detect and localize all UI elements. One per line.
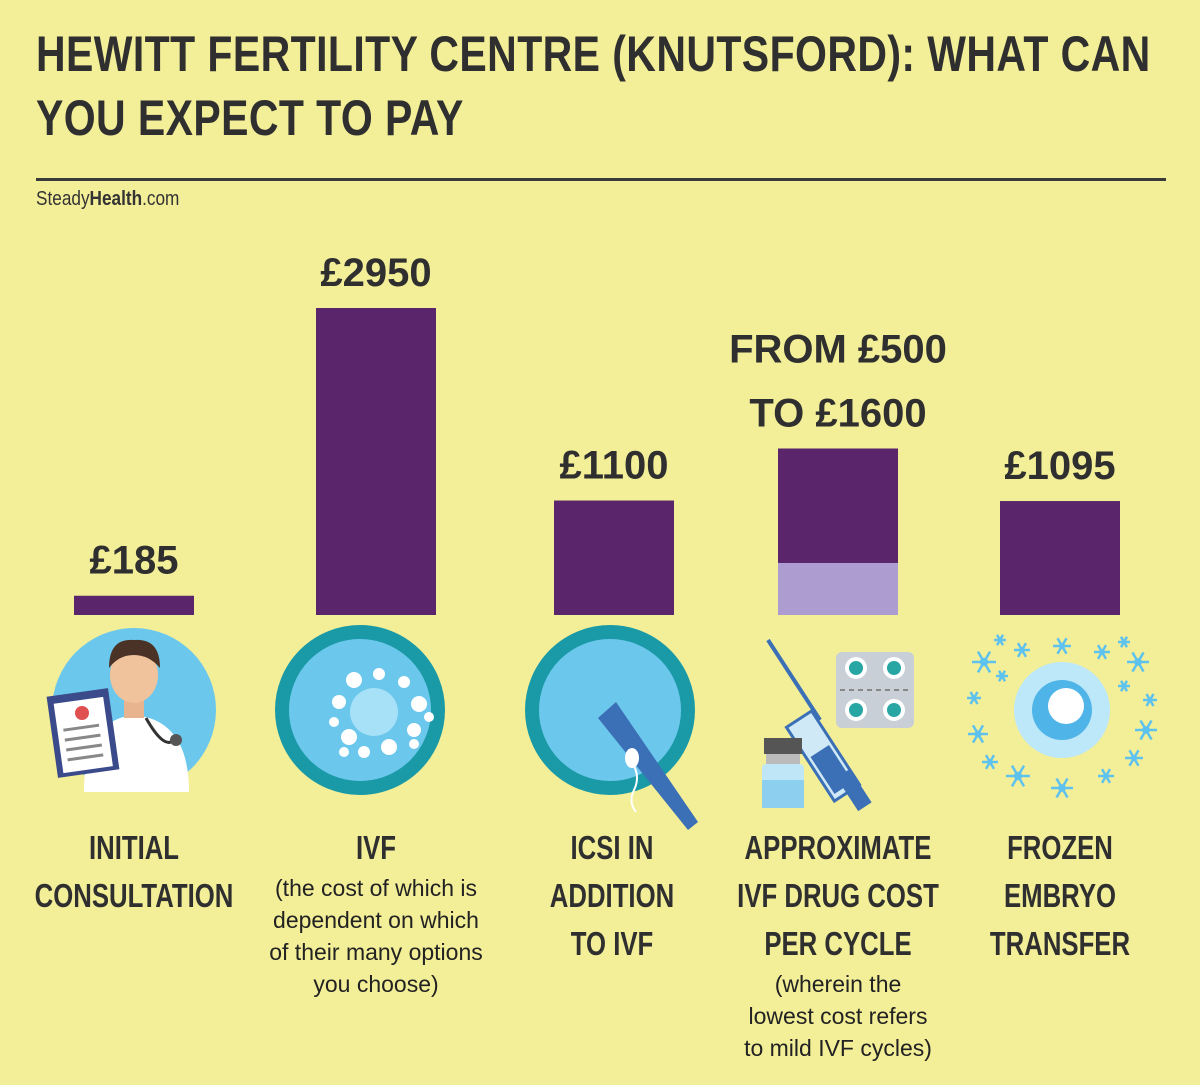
category-name: ICSI IN ADDITION TO IVF	[549, 829, 675, 962]
category-label-3: ICSI IN ADDITION TO IVF	[477, 824, 747, 968]
brand-suffix: .com	[142, 188, 180, 210]
doctor-icon	[46, 628, 216, 792]
value-label-3: £1100	[559, 444, 668, 488]
category-name: APPROXIMATE IVF DRUG COST PER CYCLE	[737, 829, 939, 962]
icsi-injection-icon	[525, 625, 698, 830]
title-divider	[36, 178, 1166, 181]
frozen-embryo-icon	[967, 634, 1157, 799]
bar-3	[554, 500, 674, 615]
chart-title: HEWITT FERTILITY CENTRE (KNUTSFORD): WHA…	[36, 26, 1151, 146]
brand-bold: Health	[89, 188, 143, 210]
brand-logo: SteadyHealth.com	[36, 188, 179, 211]
bar-1	[74, 595, 194, 615]
value-label-1: £185	[90, 539, 179, 583]
category-note: (wherein the lowest cost refers to mild …	[744, 971, 932, 1061]
egg-cell-icon	[275, 625, 445, 795]
bar-range-low-4	[778, 562, 898, 615]
category-name: IVF	[355, 829, 397, 866]
category-label-1: INITIAL CONSULTATION	[0, 824, 269, 920]
value-label-2: £2950	[320, 251, 431, 295]
category-note: (the cost of which is dependent on which…	[269, 875, 483, 997]
bar-2	[316, 308, 436, 615]
value-label-4: FROM £500 TO £1600	[729, 327, 947, 435]
category-label-5: FROZEN EMBRYO TRANSFER	[925, 824, 1195, 968]
category-name: FROZEN EMBRYO TRANSFER	[989, 829, 1131, 962]
value-label-5: £1095	[1004, 444, 1115, 488]
medication-icon	[762, 638, 914, 812]
brand-plain: Steady	[36, 188, 90, 210]
category-name: INITIAL CONSULTATION	[34, 829, 234, 914]
bar-5	[1000, 501, 1120, 615]
category-label-2: IVF (the cost of which is dependent on wh…	[241, 824, 511, 1000]
category-label-4: APPROXIMATE IVF DRUG COST PER CYCLE (wher…	[703, 824, 973, 1064]
